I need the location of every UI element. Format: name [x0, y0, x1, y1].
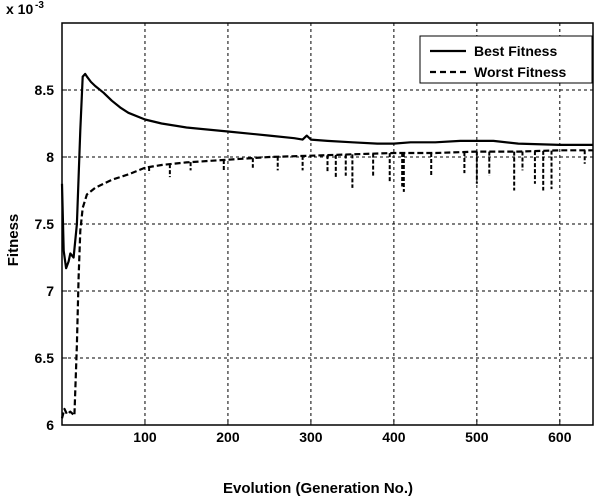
x-tick-label: 400	[382, 429, 406, 445]
y-tick-label: 8.5	[35, 82, 55, 98]
legend: Best Fitness Worst Fitness	[419, 35, 593, 84]
y-tick-label: 6.5	[35, 350, 55, 366]
axis-ticks: 100 200 300 400 500 600 6 6.5 7 7.5 8 8.5	[35, 82, 572, 445]
x-tick-label: 100	[133, 429, 157, 445]
y-tick-label: 7	[46, 283, 54, 299]
y-tick-label: 8	[46, 149, 54, 165]
legend-box	[419, 35, 593, 84]
y-axis-label: Fitness	[5, 214, 22, 267]
grid-lines	[62, 23, 593, 425]
series-lines	[60, 72, 593, 419]
y-multiplier-base: x 10	[6, 1, 33, 17]
y-tick-label: 7.5	[35, 216, 55, 232]
best-fitness-line	[60, 72, 593, 270]
x-tick-label: 200	[216, 429, 240, 445]
y-tick-label: 6	[46, 417, 54, 433]
y-multiplier-exponent: -3	[35, 0, 44, 11]
x-tick-label: 500	[465, 429, 489, 445]
x-tick-label: 600	[548, 429, 572, 445]
legend-worst-fitness-label: Worst Fitness	[474, 64, 567, 80]
x-axis-label: Evolution (Generation No.)	[223, 480, 413, 497]
legend-best-fitness-label: Best Fitness	[474, 43, 557, 59]
x-tick-label: 300	[299, 429, 323, 445]
